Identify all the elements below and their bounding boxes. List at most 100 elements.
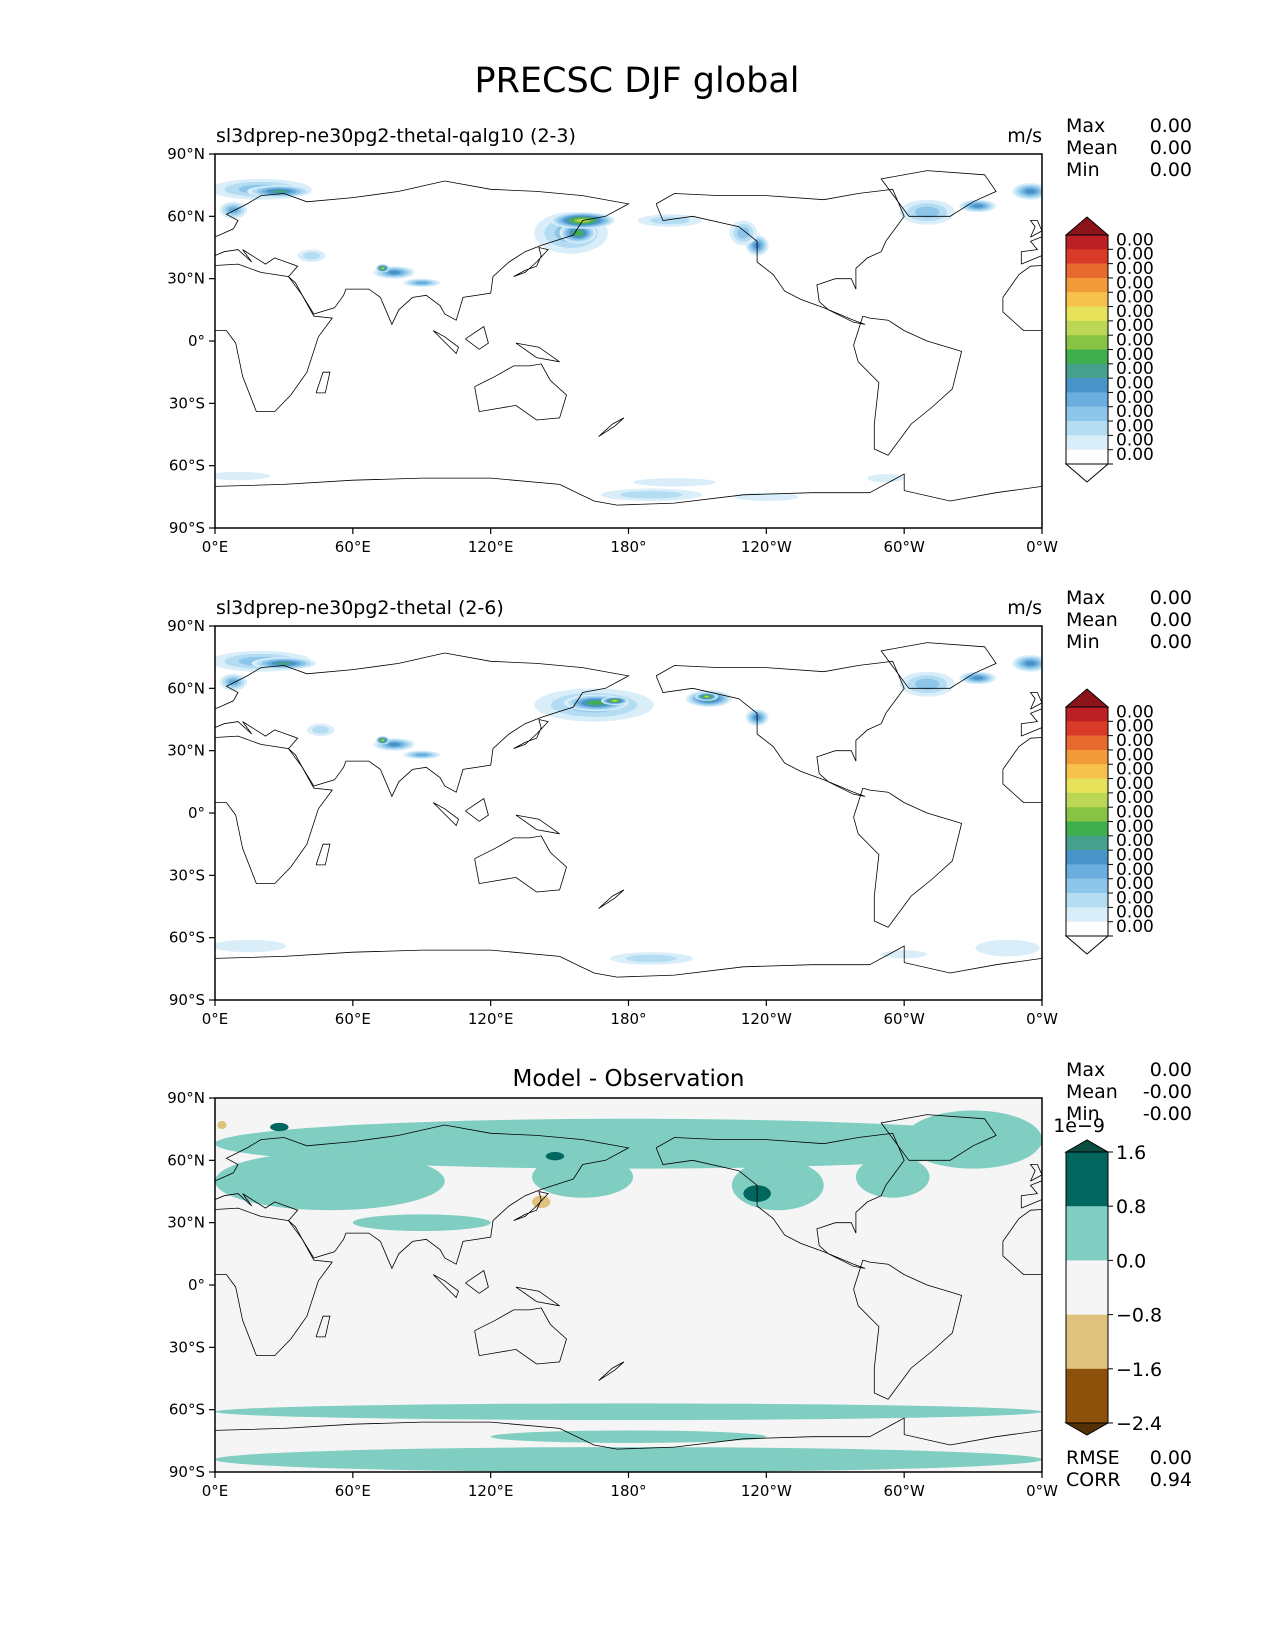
stat-value-rmse: 0.00 xyxy=(1150,1447,1192,1469)
y-tick-label: 60°S xyxy=(169,929,205,947)
coastline-10 xyxy=(315,1315,331,1338)
y-tick-label: 60°S xyxy=(169,457,205,475)
colorbar-tick-label: 0.00 xyxy=(1116,903,1154,923)
colorbar-band xyxy=(1066,1368,1108,1424)
stat-label-max: Max xyxy=(1066,115,1105,137)
stat-label-rmse: RMSE xyxy=(1066,1447,1120,1469)
y-tick-label: 90°S xyxy=(169,991,205,1009)
field-feature-6-level-9 xyxy=(381,739,384,741)
y-tick-label: 0° xyxy=(188,1276,205,1294)
panel-title: sl3dprep-ne30pg2-thetal-qalg10 (2-3) xyxy=(216,125,576,147)
colorbar-band xyxy=(1066,735,1108,751)
colorbar-tick-label: 0.00 xyxy=(1116,874,1154,894)
coastline-5 xyxy=(853,315,963,456)
colorbar-tick-label: 0.00 xyxy=(1116,288,1154,308)
x-tick-label: 60°E xyxy=(335,1482,371,1500)
colorbar: 0.000.000.000.000.000.000.000.000.000.00… xyxy=(1064,688,1154,955)
coastline-9-wrap xyxy=(1029,220,1042,238)
colorbar-band xyxy=(1066,850,1108,865)
x-tick-label: 60°W xyxy=(883,538,925,556)
coastline-11 xyxy=(432,802,459,827)
colorbar-tick-label: 0.00 xyxy=(1116,860,1154,880)
coastline-6 xyxy=(880,170,997,217)
colorbar-band xyxy=(1066,893,1108,908)
field-feature-3-level-4 xyxy=(228,207,239,213)
colorbar-tick-label: 0.00 xyxy=(1116,917,1154,937)
colorbar-band xyxy=(1066,320,1108,336)
colorbar-band xyxy=(1066,764,1108,779)
panel-title: sl3dprep-ne30pg2-thetal (2-6) xyxy=(216,597,504,619)
x-tick-label: 60°E xyxy=(335,538,371,556)
colorbar-band xyxy=(1066,721,1108,736)
colorbar-band xyxy=(1066,1206,1108,1261)
field-feature-9 xyxy=(215,1447,1042,1472)
map-panel-3: 0°E 60°E 120°E 180° 120°W 60°W 0°W 90°N 60°N 30°N… xyxy=(167,1059,1192,1500)
x-tick-label: 120°W xyxy=(741,1482,792,1500)
stat-value-max: 0.00 xyxy=(1150,115,1192,137)
field-feature-5-level-5 xyxy=(388,270,401,275)
field-feature-13-level-3 xyxy=(737,227,750,239)
field-feature-14-level-3 xyxy=(914,678,940,690)
coastline-6 xyxy=(880,642,997,689)
stat-value-corr: 0.94 xyxy=(1150,1469,1192,1491)
stat-value-mean: 0.00 xyxy=(1150,137,1192,159)
colorbar-band xyxy=(1066,1260,1108,1315)
coastline-12 xyxy=(465,325,489,350)
field-feature-11-level-2 xyxy=(650,216,690,225)
field-feature-1 xyxy=(215,1118,1042,1169)
coastline-14 xyxy=(598,417,625,437)
colorbar-band xyxy=(1066,292,1108,307)
x-tick-label: 0°W xyxy=(1026,538,1058,556)
x-tick-label: 60°W xyxy=(883,1482,925,1500)
coastline-9-wrap xyxy=(1029,1164,1042,1182)
colorbar-tick-label: 0.00 xyxy=(1116,817,1154,837)
coastline-1 xyxy=(215,735,333,884)
coastline-11 xyxy=(432,1274,459,1299)
field-feature-16-level-5 xyxy=(1025,189,1036,194)
coastline-1 xyxy=(215,263,333,412)
field-feature-17-level-1 xyxy=(215,939,287,953)
x-tick-label: 180° xyxy=(610,538,646,556)
colorbar-band xyxy=(1066,707,1108,722)
coastline-8 xyxy=(513,718,549,749)
coastline-2 xyxy=(215,180,630,326)
colorbar-tick-label: 0.00 xyxy=(1116,788,1154,808)
colorbar-band xyxy=(1066,449,1108,465)
y-tick-label: 90°S xyxy=(169,519,205,537)
stat-label-mean: Mean xyxy=(1066,1081,1118,1103)
field-feature-5 xyxy=(855,1156,930,1198)
stat-label-min: Min xyxy=(1066,159,1100,181)
stat-label-corr: CORR xyxy=(1066,1469,1121,1491)
coastline-8 xyxy=(513,246,549,277)
coastlines xyxy=(215,1114,1042,1450)
field-feature-15 xyxy=(217,1120,227,1130)
coastline-14 xyxy=(598,889,625,909)
field-feature-4-level-2 xyxy=(303,251,320,260)
coastline-12 xyxy=(465,1269,489,1294)
colorbar-tick-label: 0.00 xyxy=(1116,359,1154,379)
colorbar-tick-label: 0.0 xyxy=(1116,1250,1146,1272)
field-feature-15-level-5 xyxy=(972,676,983,680)
x-tick-label: 180° xyxy=(610,1482,646,1500)
map-panel-2: 0°E 60°E 120°E 180° 120°W 60°W 0°W 90°N 60°N 30°N… xyxy=(167,587,1192,1028)
field-feature-17-level-1 xyxy=(215,471,271,481)
colorbar-band xyxy=(1066,349,1108,365)
field-feature-14-level-3 xyxy=(914,206,940,218)
y-tick-label: 90°N xyxy=(167,1089,205,1107)
colorbar-tick-label: 0.00 xyxy=(1116,702,1154,722)
y-tick-label: 30°N xyxy=(167,1214,205,1232)
colorbar-tick-label: 1.6 xyxy=(1116,1142,1146,1164)
coastlines xyxy=(215,642,1042,978)
stat-value-mean: -0.00 xyxy=(1143,1081,1192,1103)
coastline-14 xyxy=(598,1361,625,1381)
colorbar-tick-label: 0.00 xyxy=(1116,445,1154,465)
colorbar: 0.000.000.000.000.000.000.000.000.000.00… xyxy=(1064,216,1154,483)
data-field xyxy=(215,1110,1042,1472)
colorbar-band xyxy=(1066,1314,1108,1370)
field-feature-6 xyxy=(904,1110,1042,1169)
coastline-9-wrap xyxy=(1029,692,1042,710)
colorbar-band xyxy=(1066,778,1108,794)
coastline-10 xyxy=(315,843,331,866)
field-feature-2 xyxy=(215,1152,445,1211)
map-panel-1: 0°E 60°E 120°E 180° 120°W 60°W 0°W 90°N 60°N 30°N… xyxy=(167,115,1192,556)
